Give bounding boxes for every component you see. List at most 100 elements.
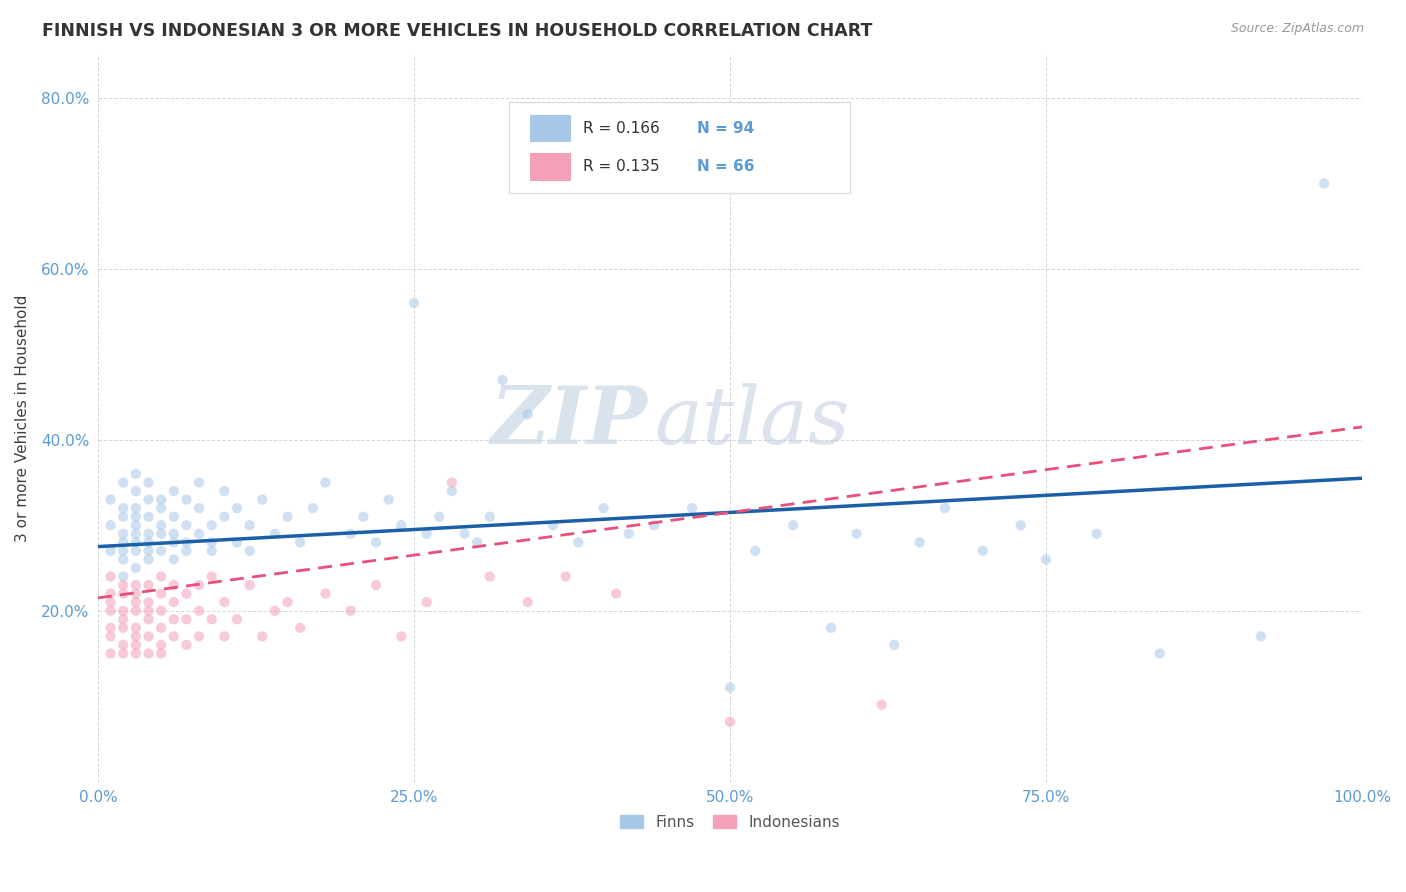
Text: FINNISH VS INDONESIAN 3 OR MORE VEHICLES IN HOUSEHOLD CORRELATION CHART: FINNISH VS INDONESIAN 3 OR MORE VEHICLES… (42, 22, 873, 40)
Point (100, 621, 122, 635)
Point (389, 629, 412, 643)
Point (214, 509, 236, 524)
Point (100, 492, 122, 507)
Point (226, 501, 249, 516)
Point (427, 509, 450, 524)
Point (314, 475, 336, 490)
Point (1149, 647, 1171, 661)
Point (264, 604, 287, 618)
Point (617, 526, 640, 541)
Point (112, 526, 135, 541)
Point (934, 501, 956, 516)
Point (1010, 518, 1032, 533)
Point (125, 518, 148, 533)
Point (112, 638, 135, 652)
Text: N = 94: N = 94 (697, 121, 755, 136)
Point (201, 612, 224, 626)
Point (176, 586, 198, 600)
Point (301, 501, 323, 516)
Point (138, 629, 160, 643)
Point (352, 509, 374, 524)
Point (718, 714, 741, 729)
Point (478, 509, 501, 524)
Point (100, 629, 122, 643)
Point (314, 586, 336, 600)
Point (150, 518, 173, 533)
Point (541, 518, 564, 533)
Point (138, 492, 160, 507)
Point (138, 552, 160, 566)
Point (150, 638, 173, 652)
Point (163, 526, 186, 541)
Point (908, 535, 931, 549)
Point (176, 518, 198, 533)
Point (239, 518, 262, 533)
Point (845, 526, 868, 541)
Point (883, 638, 905, 652)
Point (138, 544, 160, 558)
Text: R = 0.135: R = 0.135 (583, 160, 659, 175)
Point (150, 647, 173, 661)
Point (125, 578, 148, 592)
Point (150, 501, 173, 516)
Point (188, 501, 211, 516)
Point (112, 621, 135, 635)
Point (163, 552, 186, 566)
Point (453, 526, 475, 541)
Point (214, 629, 236, 643)
Point (339, 526, 361, 541)
Point (201, 544, 224, 558)
Point (188, 629, 211, 643)
Point (125, 484, 148, 499)
Point (188, 526, 211, 541)
Point (516, 595, 538, 609)
Point (339, 604, 361, 618)
Point (112, 475, 135, 490)
Point (226, 612, 249, 626)
Point (125, 595, 148, 609)
Point (782, 518, 804, 533)
Point (138, 647, 160, 661)
Y-axis label: 3 or more Vehicles in Household: 3 or more Vehicles in Household (15, 294, 30, 542)
Point (163, 629, 186, 643)
Point (465, 535, 488, 549)
Point (188, 604, 211, 618)
Point (277, 595, 299, 609)
Point (163, 535, 186, 549)
Point (112, 612, 135, 626)
Point (163, 612, 186, 626)
Point (125, 467, 148, 481)
Point (100, 569, 122, 583)
Point (138, 535, 160, 549)
Point (681, 501, 703, 516)
Legend: Finns, Indonesians: Finns, Indonesians (614, 808, 846, 836)
Point (252, 629, 274, 643)
Point (163, 595, 186, 609)
Point (150, 544, 173, 558)
Point (264, 526, 287, 541)
Point (125, 509, 148, 524)
Point (214, 595, 236, 609)
Point (290, 535, 312, 549)
Point (125, 586, 148, 600)
Text: R = 0.166: R = 0.166 (583, 121, 659, 136)
Point (112, 544, 135, 558)
Point (112, 647, 135, 661)
Text: atlas: atlas (654, 384, 849, 461)
Point (1250, 629, 1272, 643)
Point (554, 569, 576, 583)
Point (592, 501, 614, 516)
Point (125, 535, 148, 549)
Point (125, 526, 148, 541)
Point (744, 544, 766, 558)
Point (176, 612, 198, 626)
Point (290, 621, 312, 635)
Point (112, 501, 135, 516)
Point (1035, 552, 1057, 566)
Point (125, 629, 148, 643)
Point (478, 569, 501, 583)
Point (440, 484, 463, 499)
Point (820, 621, 842, 635)
Point (112, 552, 135, 566)
Point (239, 544, 262, 558)
